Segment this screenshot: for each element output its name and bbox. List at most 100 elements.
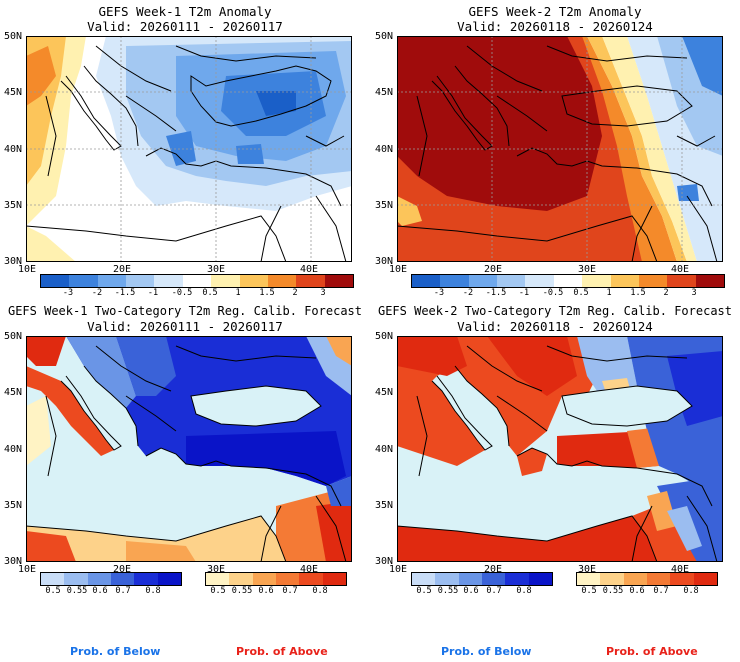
colorbar-swatch [505, 573, 529, 585]
legend-prob-below: Prob. of Below [70, 645, 161, 658]
colorbar-swatch [638, 275, 668, 287]
lon-label-30e: 30E [578, 264, 597, 275]
cbar-tick: 1.5 [630, 288, 646, 298]
cbar-tick: 0.7 [486, 586, 502, 596]
lat-label-50n: 50N [375, 331, 394, 342]
colorbar-swatch [252, 573, 276, 585]
map-week2-probability [397, 336, 723, 562]
lat-label-35n: 35N [375, 500, 394, 511]
colorbar-swatch [154, 275, 183, 287]
lon-label-40e: 40E [671, 564, 690, 575]
colorbar-swatch [296, 275, 325, 287]
colorbar-swatch [239, 275, 268, 287]
colorbar-swatch [41, 573, 65, 585]
colorbar-swatch [69, 275, 98, 287]
lon-label-30e: 30E [578, 564, 597, 575]
lat-label-45n: 45N [4, 87, 23, 98]
cbar-tick: 0.7 [653, 586, 669, 596]
colorbar-swatch [435, 573, 459, 585]
colorbar-swatch [322, 573, 346, 585]
colorbar-swatch [528, 573, 552, 585]
lon-label-30e: 30E [207, 564, 226, 575]
cbar-tick: -2 [91, 288, 103, 298]
lon-label-10e: 10E [18, 564, 37, 575]
cbar-tick: 1 [235, 288, 241, 298]
colorbar-swatch [206, 573, 230, 585]
colorbar-swatch [182, 275, 212, 287]
colorbar-swatch [525, 275, 554, 287]
lat-label-35n: 35N [4, 500, 23, 511]
colorbar-swatch [211, 275, 240, 287]
colorbar-swatch [134, 573, 158, 585]
colorbar-swatch [157, 573, 181, 585]
colorbar-swatch [110, 573, 135, 585]
cbar-tick: 0.55 [231, 586, 253, 596]
lat-label-30n: 30N [4, 556, 23, 567]
prob-below-colorbar-week1 [40, 572, 182, 586]
cbar-tick: 0.7 [115, 586, 131, 596]
colorbar-swatch [646, 573, 671, 585]
lat-label-30n: 30N [375, 256, 394, 267]
colorbar-swatch [623, 573, 647, 585]
prob-above-colorbar-week2 [576, 572, 718, 586]
cbar-tick: 3 [320, 288, 326, 298]
cbar-tick: 1.5 [259, 288, 275, 298]
colorbar-swatch [577, 573, 601, 585]
cbar-tick: -3 [62, 288, 74, 298]
lat-label-30n: 30N [375, 556, 394, 567]
panel-valid-dates: Valid: 20260111 - 20260117 [87, 19, 283, 34]
colorbar-swatch [670, 573, 694, 585]
lat-label-50n: 50N [4, 31, 23, 42]
cbar-tick: -3 [433, 288, 445, 298]
cbar-tick: -1.5 [485, 288, 507, 298]
legend-prob-above: Prob. of Above [236, 645, 328, 658]
cbar-tick: -0.5 [171, 288, 193, 298]
lon-label-20e: 20E [484, 264, 503, 275]
cbar-tick: 2 [663, 288, 669, 298]
lat-label-40n: 40N [375, 144, 394, 155]
cbar-tick: 0.5 [210, 586, 226, 596]
panel-title: GEFS Week-2 Two-Category T2m Reg. Calib.… [377, 304, 732, 318]
panel-title: GEFS Week-1 T2m Anomaly [98, 4, 272, 19]
lat-label-40n: 40N [375, 444, 394, 455]
map-week2-anomaly [397, 36, 723, 262]
cbar-tick: 0.8 [312, 586, 328, 596]
colorbar-swatch [582, 275, 611, 287]
cbar-tick: 2 [292, 288, 298, 298]
cbar-tick: 0.6 [258, 586, 274, 596]
lon-label-40e: 40E [671, 264, 690, 275]
prob-above-colorbar-week1 [205, 572, 347, 586]
lon-label-30e: 30E [207, 264, 226, 275]
lon-label-20e: 20E [484, 564, 503, 575]
cbar-tick: 0.55 [437, 586, 459, 596]
colorbar-swatch [41, 275, 70, 287]
colorbar-swatch [275, 573, 300, 585]
cbar-tick: 0.6 [463, 586, 479, 596]
cbar-tick: -1.5 [114, 288, 136, 298]
cbar-tick: -1 [518, 288, 530, 298]
panel-valid-dates: Valid: 20260111 - 20260117 [87, 319, 283, 334]
legend-prob-above: Prob. of Above [606, 645, 698, 658]
anomaly-colorbar-week2 [411, 274, 725, 288]
colorbar-swatch [553, 275, 583, 287]
colorbar-swatch [667, 275, 696, 287]
lat-label-50n: 50N [4, 331, 23, 342]
lat-label-45n: 45N [375, 87, 394, 98]
lon-label-20e: 20E [113, 264, 132, 275]
panel-valid-dates: Valid: 20260118 - 20260124 [457, 319, 653, 334]
lat-label-45n: 45N [4, 387, 23, 398]
colorbar-swatch [440, 275, 469, 287]
colorbar-swatch [695, 275, 724, 287]
colorbar-swatch [468, 275, 498, 287]
colorbar-swatch [610, 275, 639, 287]
lat-label-30n: 30N [4, 256, 23, 267]
cbar-tick: 0.6 [629, 586, 645, 596]
colorbar-swatch [64, 573, 88, 585]
map-week1-probability [26, 336, 352, 562]
cbar-tick: -0.5 [542, 288, 564, 298]
lat-label-40n: 40N [4, 144, 23, 155]
cbar-tick: 0.5 [581, 586, 597, 596]
cbar-tick: 0.8 [145, 586, 161, 596]
colorbar-swatch [497, 275, 526, 287]
cbar-tick: 0.8 [683, 586, 699, 596]
